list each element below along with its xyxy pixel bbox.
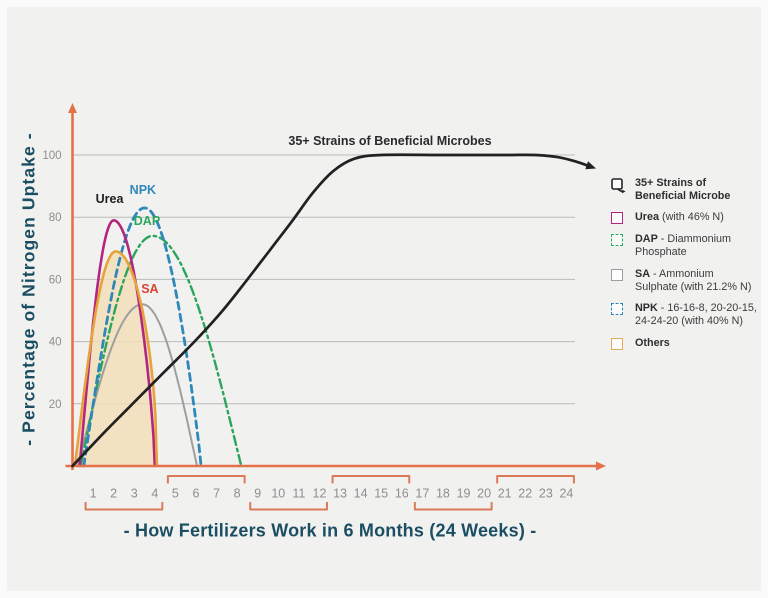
x-tick-label: 11 — [292, 487, 305, 501]
x-tick-label: 12 — [313, 487, 327, 501]
x-tick-label: 24 — [559, 487, 573, 501]
x-tick-label: 3 — [131, 487, 138, 501]
legend-swatch-microbe-icon — [611, 178, 626, 194]
x-tick-label: 19 — [457, 487, 471, 501]
legend-swatch-urea-icon — [611, 212, 623, 225]
week-bracket-17-20 — [413, 502, 493, 511]
legend-label-npk: NPK - 16-16-8, 20-20-15, 24-24-20 (with … — [635, 302, 757, 328]
curve-label-sa: SA — [141, 282, 158, 296]
legend-label-dap: DAP - Diammonium Phosphate — [635, 233, 731, 259]
legend-label-sa: SA - Ammonium Sulphate (with 21.2% N) — [635, 267, 752, 293]
y-axis-title: - Percentage of Nitrogen Uptake - — [18, 132, 39, 446]
x-tick-label: 1 — [90, 487, 97, 501]
x-tick-label: 4 — [151, 487, 158, 501]
x-tick-label: 10 — [271, 487, 285, 501]
x-tick-label: 5 — [172, 487, 179, 501]
x-tick-label: 2 — [110, 487, 117, 501]
x-tick-label: 23 — [539, 487, 553, 501]
microbe-curve-arrow — [585, 161, 597, 170]
curve-label-dap: DAP — [134, 214, 160, 228]
microbe-curve — [71, 153, 592, 468]
week-bracket-9-12 — [249, 502, 328, 511]
x-tick-label: 16 — [395, 487, 409, 501]
legend-label-others: Others — [635, 336, 670, 349]
x-tick-label: 17 — [415, 487, 429, 501]
legend-swatch-npk-icon — [611, 303, 623, 316]
x-tick-label: 21 — [498, 487, 512, 501]
curve-label-npk: NPK — [130, 183, 156, 197]
x-tick-label: 15 — [374, 487, 388, 501]
sa-curve — [76, 303, 198, 467]
curve-label-urea: Urea — [96, 192, 125, 206]
week-bracket-1-4 — [84, 502, 164, 511]
chart-title: - How Fertilizers Work in 6 Months (24 W… — [123, 520, 537, 541]
week-bracket-13-16 — [331, 475, 411, 484]
dap-curve — [79, 234, 243, 468]
y-axis-arrow — [68, 103, 77, 113]
microbe-annotation: 35+ Strains of Beneficial Microbes — [288, 134, 491, 148]
legend-swatch-dap-icon — [611, 234, 623, 247]
x-axis-arrow — [596, 461, 606, 471]
y-tick-label: 20 — [49, 399, 62, 411]
x-tick-label: 7 — [213, 487, 220, 501]
y-tick-label: 60 — [49, 274, 62, 286]
legend-swatch-sa-icon — [611, 268, 623, 281]
x-tick-label: 20 — [477, 487, 491, 501]
legend: 35+ Strains of Beneficial Microbe Urea (w… — [611, 177, 759, 350]
y-tick-label: 80 — [49, 212, 62, 224]
x-tick-label: 8 — [234, 487, 241, 501]
others-curve — [73, 250, 159, 467]
legend-swatch-others-icon — [611, 337, 623, 350]
y-tick-label: 40 — [49, 337, 62, 349]
x-tick-label: 9 — [254, 487, 261, 501]
x-tick-label: 6 — [193, 487, 200, 501]
week-bracket-5-8 — [166, 475, 246, 484]
legend-label-microbe: 35+ Strains of Beneficial Microbe — [635, 177, 731, 202]
x-tick-label: 14 — [354, 487, 368, 501]
week-bracket-21-24 — [496, 475, 575, 484]
legend-label-urea: Urea (with 46% N) — [635, 211, 724, 224]
x-tick-label: 18 — [436, 487, 450, 501]
x-tick-label: 22 — [518, 487, 532, 501]
x-tick-label: 13 — [333, 487, 347, 501]
npk-curve — [82, 206, 203, 468]
y-tick-label: 100 — [42, 150, 61, 162]
